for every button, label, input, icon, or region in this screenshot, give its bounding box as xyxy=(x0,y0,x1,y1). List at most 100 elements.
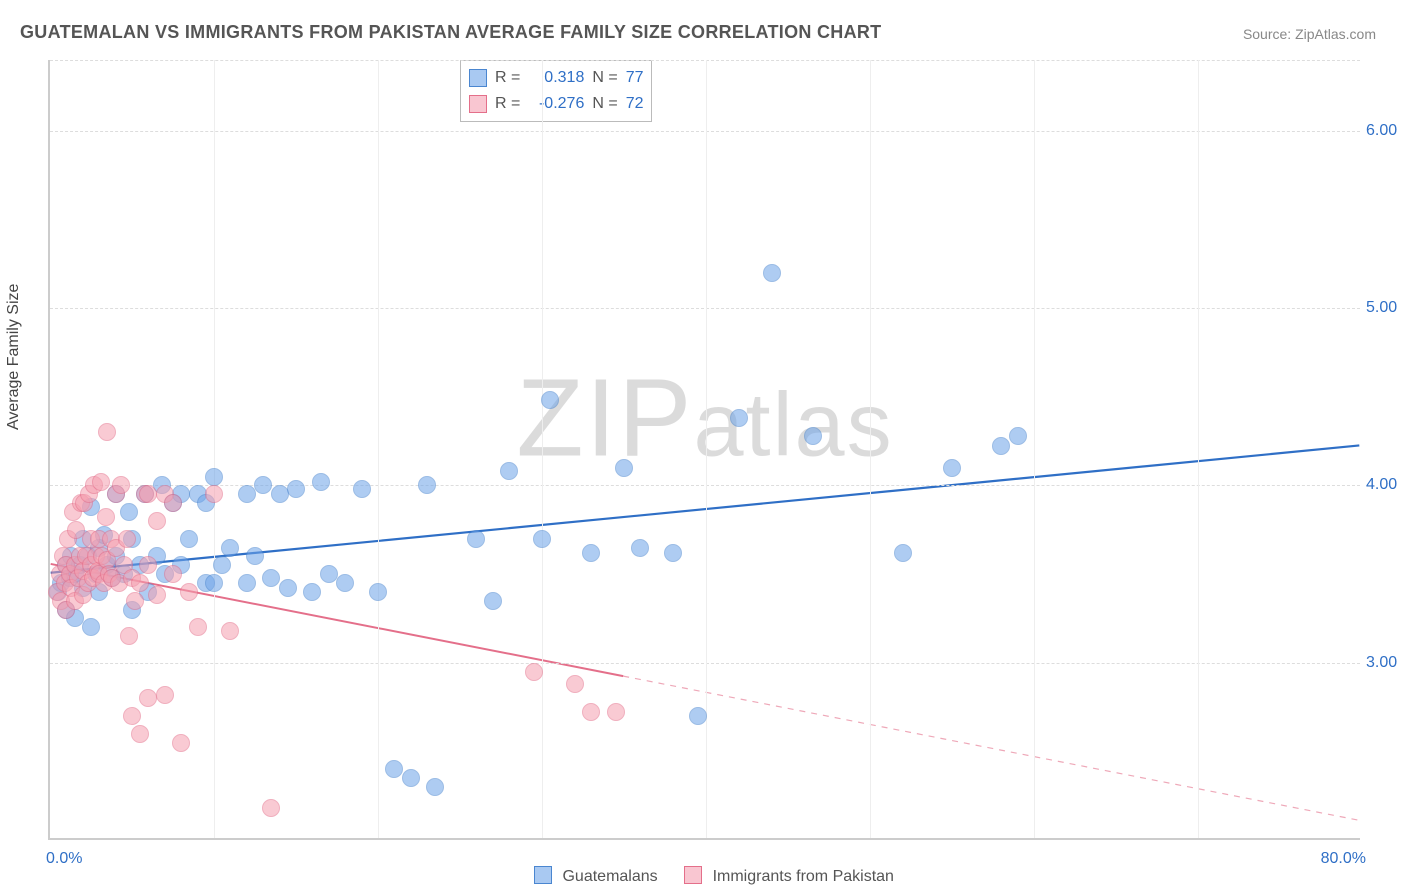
scatter-point-pakistan xyxy=(131,725,149,743)
scatter-point-guatemalans xyxy=(664,544,682,562)
scatter-point-guatemalans xyxy=(369,583,387,601)
scatter-point-guatemalans xyxy=(279,579,297,597)
scatter-point-guatemalans xyxy=(180,530,198,548)
scatter-point-pakistan xyxy=(205,485,223,503)
gridline-h xyxy=(50,663,1360,664)
stats-row-0: R = 0.318 N = 77 xyxy=(469,65,643,91)
scatter-point-guatemalans xyxy=(312,473,330,491)
stats-r-value-1: -0.276 xyxy=(528,91,584,117)
scatter-point-guatemalans xyxy=(238,485,256,503)
gridline-h-top xyxy=(50,60,1360,61)
gridline-v xyxy=(1198,60,1199,838)
scatter-point-guatemalans xyxy=(533,530,551,548)
scatter-point-guatemalans xyxy=(303,583,321,601)
scatter-point-guatemalans xyxy=(426,778,444,796)
scatter-point-pakistan xyxy=(221,622,239,640)
scatter-point-guatemalans xyxy=(992,437,1010,455)
scatter-point-pakistan xyxy=(164,565,182,583)
scatter-point-guatemalans xyxy=(484,592,502,610)
scatter-point-guatemalans xyxy=(385,760,403,778)
legend-swatch-0 xyxy=(534,866,552,884)
chart-title: GUATEMALAN VS IMMIGRANTS FROM PAKISTAN A… xyxy=(20,22,881,43)
scatter-point-pakistan xyxy=(148,586,166,604)
y-tick-label: 4.00 xyxy=(1366,476,1406,494)
scatter-point-pakistan xyxy=(566,675,584,693)
scatter-point-pakistan xyxy=(156,686,174,704)
scatter-point-pakistan xyxy=(172,734,190,752)
scatter-point-pakistan xyxy=(139,485,157,503)
trend-line-dashed-pakistan xyxy=(623,676,1359,820)
scatter-point-pakistan xyxy=(607,703,625,721)
y-axis-label: Average Family Size xyxy=(5,284,23,430)
stats-r-label-1: R = xyxy=(495,91,520,117)
stats-swatch-0 xyxy=(469,69,487,87)
stats-legend-box: R = 0.318 N = 77 R = -0.276 N = 72 xyxy=(460,60,652,122)
scatter-point-pakistan xyxy=(123,707,141,725)
scatter-point-guatemalans xyxy=(894,544,912,562)
stats-n-label-0: N = xyxy=(592,65,617,91)
source-label: Source: ZipAtlas.com xyxy=(1243,26,1376,42)
bottom-legend: Guatemalans Immigrants from Pakistan xyxy=(0,866,1406,886)
gridline-h xyxy=(50,308,1360,309)
scatter-point-guatemalans xyxy=(262,569,280,587)
legend-label-0: Guatemalans xyxy=(562,868,657,885)
scatter-point-pakistan xyxy=(164,494,182,512)
scatter-point-guatemalans xyxy=(631,539,649,557)
stats-r-label-0: R = xyxy=(495,65,520,91)
scatter-point-guatemalans xyxy=(336,574,354,592)
scatter-point-guatemalans xyxy=(82,618,100,636)
y-tick-label: 3.00 xyxy=(1366,654,1406,672)
scatter-point-pakistan xyxy=(112,476,130,494)
scatter-point-guatemalans xyxy=(238,574,256,592)
scatter-point-pakistan xyxy=(92,473,110,491)
scatter-point-pakistan xyxy=(126,592,144,610)
scatter-point-guatemalans xyxy=(205,574,223,592)
scatter-point-pakistan xyxy=(180,583,198,601)
gridline-v xyxy=(1034,60,1035,838)
scatter-point-guatemalans xyxy=(1009,427,1027,445)
scatter-point-pakistan xyxy=(582,703,600,721)
stats-swatch-1 xyxy=(469,95,487,113)
gridline-h xyxy=(50,131,1360,132)
scatter-point-guatemalans xyxy=(254,476,272,494)
scatter-point-pakistan xyxy=(525,663,543,681)
y-tick-label: 5.00 xyxy=(1366,299,1406,317)
stats-n-value-0: 77 xyxy=(626,65,644,91)
scatter-point-guatemalans xyxy=(213,556,231,574)
chart-container: GUATEMALAN VS IMMIGRANTS FROM PAKISTAN A… xyxy=(0,0,1406,892)
scatter-point-guatemalans xyxy=(763,264,781,282)
scatter-point-guatemalans xyxy=(541,391,559,409)
watermark: ZIPatlas xyxy=(516,354,893,481)
scatter-point-guatemalans xyxy=(271,485,289,503)
scatter-point-pakistan xyxy=(148,512,166,530)
scatter-point-pakistan xyxy=(131,574,149,592)
stats-r-value-0: 0.318 xyxy=(528,65,584,91)
scatter-point-pakistan xyxy=(189,618,207,636)
scatter-point-guatemalans xyxy=(402,769,420,787)
legend-swatch-1 xyxy=(684,866,702,884)
gridline-v xyxy=(706,60,707,838)
scatter-point-guatemalans xyxy=(221,539,239,557)
stats-row-1: R = -0.276 N = 72 xyxy=(469,91,643,117)
gridline-v xyxy=(542,60,543,838)
scatter-point-guatemalans xyxy=(205,468,223,486)
gridline-v xyxy=(214,60,215,838)
plot-area: R = 0.318 N = 77 R = -0.276 N = 72 ZIPat… xyxy=(48,60,1360,840)
scatter-point-guatemalans xyxy=(320,565,338,583)
scatter-point-pakistan xyxy=(120,627,138,645)
scatter-point-pakistan xyxy=(97,508,115,526)
y-tick-label: 6.00 xyxy=(1366,122,1406,140)
scatter-point-guatemalans xyxy=(615,459,633,477)
scatter-point-guatemalans xyxy=(418,476,436,494)
scatter-point-guatemalans xyxy=(582,544,600,562)
scatter-point-guatemalans xyxy=(120,503,138,521)
scatter-point-guatemalans xyxy=(730,409,748,427)
scatter-point-pakistan xyxy=(139,556,157,574)
scatter-point-guatemalans xyxy=(500,462,518,480)
scatter-point-guatemalans xyxy=(943,459,961,477)
scatter-point-guatemalans xyxy=(467,530,485,548)
scatter-point-guatemalans xyxy=(353,480,371,498)
scatter-point-guatemalans xyxy=(287,480,305,498)
gridline-v xyxy=(870,60,871,838)
scatter-point-guatemalans xyxy=(246,547,264,565)
